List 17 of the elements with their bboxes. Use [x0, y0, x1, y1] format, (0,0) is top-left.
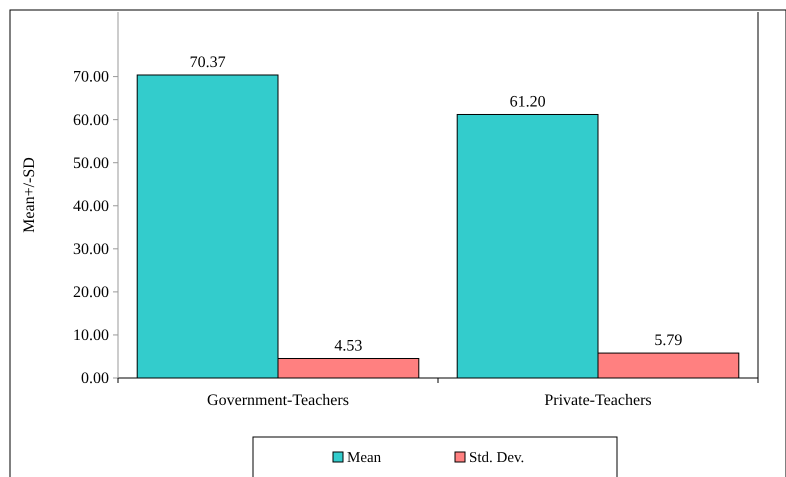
y-axis-title: Mean+/-SD — [21, 157, 38, 233]
data-label: 61.20 — [510, 93, 546, 110]
x-tick-label: Government-Teachers — [207, 392, 349, 409]
y-tick-label: 0.00 — [81, 370, 109, 388]
legend-label: Std. Dev. — [469, 450, 524, 466]
y-tick-label: 10.00 — [73, 327, 109, 344]
y-tick-label: 70.00 — [73, 68, 109, 86]
y-tick-label: 20.00 — [73, 284, 109, 301]
legend-label: Mean — [347, 450, 382, 466]
y-tick-label: 40.00 — [73, 198, 109, 215]
x-tick-label: Private-Teachers — [544, 392, 652, 409]
y-tick-label: 50.00 — [73, 154, 109, 172]
y-tick-label: 60.00 — [73, 112, 109, 129]
data-label: 4.53 — [334, 337, 362, 354]
y-tick-label: 30.00 — [73, 240, 109, 258]
data-label: 5.79 — [654, 332, 682, 350]
data-label: 70.37 — [190, 54, 226, 71]
